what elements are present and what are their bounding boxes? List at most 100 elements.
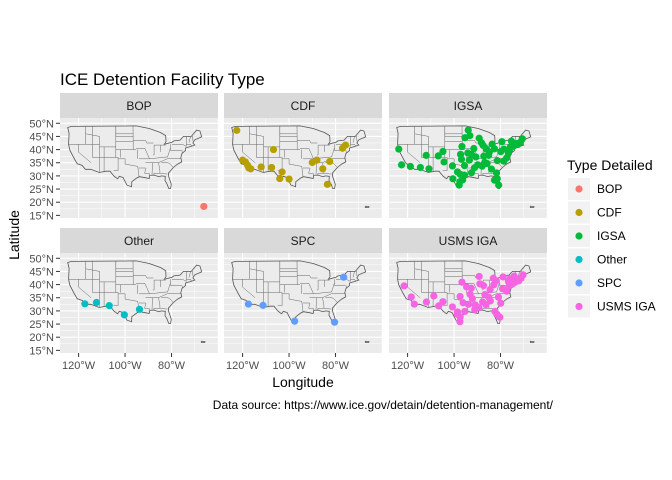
state-border bbox=[308, 302, 314, 311]
y-tick-label: 40°N bbox=[29, 280, 54, 292]
facility-point bbox=[465, 156, 473, 164]
legend: Type Detailed BOP CDF IGSA Other SPC USMS IGA bbox=[567, 157, 656, 318]
state-border bbox=[323, 173, 332, 175]
facet-strip bbox=[389, 93, 547, 118]
state-border bbox=[316, 280, 319, 291]
facet-strip bbox=[224, 228, 382, 253]
facility-point bbox=[472, 153, 480, 161]
state-border bbox=[152, 280, 155, 291]
puerto-rico-outline bbox=[200, 340, 206, 343]
facility-point bbox=[200, 202, 208, 211]
facility-point bbox=[439, 298, 447, 306]
state-border bbox=[350, 144, 356, 147]
facility-point bbox=[422, 151, 430, 159]
state-border bbox=[309, 293, 332, 298]
facility-point bbox=[407, 293, 415, 301]
facility-point bbox=[470, 144, 478, 153]
state-border bbox=[118, 158, 138, 167]
state-border bbox=[282, 293, 302, 302]
facility-point bbox=[400, 282, 408, 290]
state-border bbox=[145, 158, 168, 163]
facility-point bbox=[497, 299, 505, 307]
state-border bbox=[92, 144, 119, 158]
state-border bbox=[188, 271, 191, 278]
facet-label: IGSA bbox=[454, 99, 483, 113]
facility-point bbox=[458, 278, 466, 286]
facility-point bbox=[505, 146, 514, 154]
facility-point bbox=[453, 310, 461, 318]
x-tick-label: 100°W bbox=[437, 360, 471, 372]
facility-point bbox=[257, 163, 265, 171]
state-border bbox=[170, 279, 182, 286]
state-border bbox=[149, 147, 171, 160]
facility-point bbox=[499, 273, 507, 281]
facility-point bbox=[481, 290, 489, 299]
y-tick-label: 30°N bbox=[29, 306, 54, 318]
facility-point bbox=[440, 158, 448, 166]
legend-label: CDF bbox=[597, 206, 622, 220]
state-border bbox=[144, 167, 150, 176]
state-border bbox=[334, 279, 346, 286]
facet-strip bbox=[224, 93, 382, 118]
legend-swatch bbox=[575, 185, 583, 193]
y-tick-label: 20°N bbox=[29, 197, 54, 209]
facility-point bbox=[331, 318, 339, 326]
facility-point bbox=[500, 145, 508, 153]
puerto-rico-outline bbox=[529, 205, 535, 208]
facility-point bbox=[105, 302, 113, 310]
x-tick-label: 80°W bbox=[322, 360, 350, 372]
facility-point bbox=[485, 148, 493, 156]
facet-label: Other bbox=[124, 234, 154, 248]
chart-title: ICE Detention Facility Type bbox=[60, 70, 265, 89]
facility-point bbox=[461, 307, 469, 316]
state-border bbox=[444, 260, 463, 272]
state-border bbox=[145, 275, 154, 279]
facility-point bbox=[476, 280, 484, 288]
facility-point bbox=[425, 165, 433, 173]
state-border bbox=[309, 275, 318, 279]
x-tick-label: 80°W bbox=[487, 360, 515, 372]
facility-point bbox=[410, 300, 418, 308]
facility-point bbox=[464, 126, 472, 134]
legend-swatch bbox=[575, 302, 583, 311]
y-tick-label: 40°N bbox=[29, 145, 54, 157]
legend-swatch bbox=[575, 279, 583, 287]
state-border bbox=[447, 158, 467, 167]
y-tick-label: 25°N bbox=[29, 184, 54, 196]
facility-point bbox=[341, 141, 350, 149]
facility-point bbox=[504, 277, 513, 286]
facility-point bbox=[494, 293, 503, 301]
facility-point bbox=[92, 298, 101, 307]
legend-title: Type Detailed bbox=[567, 157, 653, 173]
facility-point bbox=[480, 152, 488, 160]
state-border bbox=[256, 279, 283, 293]
us-outline bbox=[231, 125, 367, 189]
state-border bbox=[118, 293, 138, 302]
x-tick-label: 120°W bbox=[391, 360, 425, 372]
facility-point bbox=[493, 175, 501, 183]
facility-point bbox=[285, 175, 293, 183]
facility-point bbox=[323, 180, 331, 188]
facility-point bbox=[439, 147, 447, 156]
state-border bbox=[188, 136, 191, 143]
facility-point bbox=[495, 181, 503, 189]
facet-strip bbox=[389, 228, 547, 253]
state-border bbox=[421, 279, 448, 293]
puerto-rico-outline bbox=[529, 340, 535, 343]
state-border bbox=[352, 136, 355, 143]
y-tick-label: 45°N bbox=[29, 266, 54, 278]
state-border bbox=[145, 293, 168, 298]
state-border bbox=[115, 125, 134, 137]
y-tick-label: 45°N bbox=[29, 131, 54, 143]
facility-point bbox=[493, 157, 501, 165]
state-border bbox=[159, 308, 168, 310]
legend-label: IGSA bbox=[597, 229, 626, 243]
state-border bbox=[315, 297, 317, 310]
state-border bbox=[172, 279, 187, 282]
facility-point bbox=[313, 156, 321, 164]
legend-swatch bbox=[575, 208, 583, 217]
state-border bbox=[242, 144, 256, 163]
facility-point bbox=[492, 169, 501, 177]
state-border bbox=[444, 125, 463, 137]
state-border bbox=[137, 166, 140, 177]
